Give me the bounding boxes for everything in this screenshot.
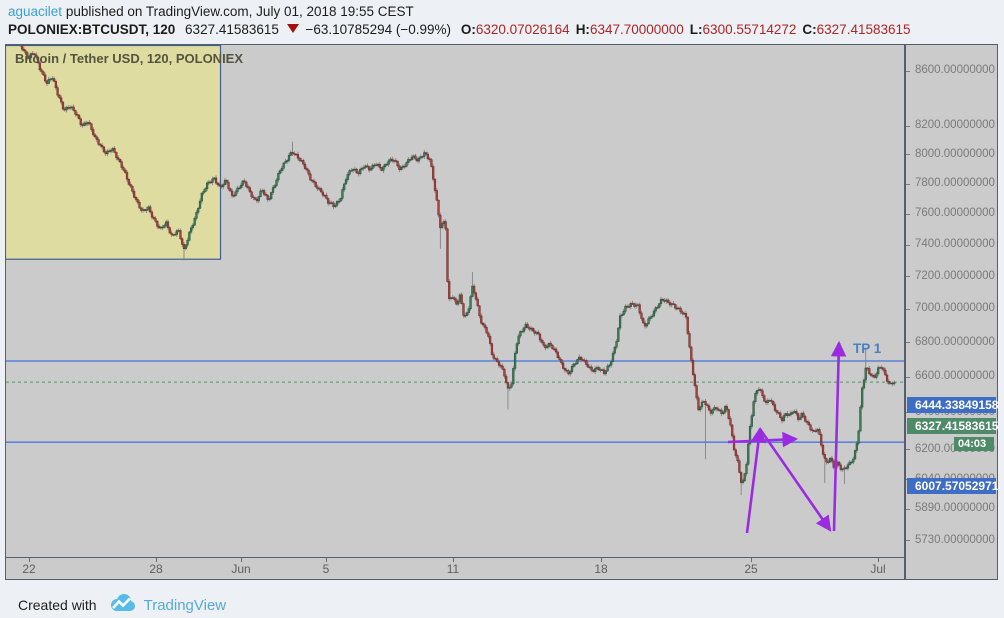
time-tick bbox=[878, 558, 879, 562]
price-axis-label: 7000.00000000 bbox=[915, 302, 995, 315]
ohlc-value-1: 6347.70000000 bbox=[589, 22, 684, 37]
candlestick-canvas: TP 1 bbox=[6, 45, 904, 534]
tradingview-logo-icon[interactable] bbox=[109, 593, 136, 617]
time-tick bbox=[241, 558, 242, 562]
time-axis[interactable]: 22 28 Jun 5 11 18 25 Jul bbox=[5, 558, 905, 580]
price-tick bbox=[906, 376, 910, 378]
time-tick bbox=[601, 558, 602, 562]
symbol-interval: POLONIEX:BTCUSDT, 120 bbox=[8, 22, 176, 37]
price-axis-label: 8600.00000000 bbox=[915, 64, 995, 77]
last-price: 6327.41583615 bbox=[185, 22, 279, 37]
last-price-badge: 6327.41583615 bbox=[907, 418, 998, 435]
bounce-up-arrow[interactable] bbox=[745, 426, 767, 534]
time-axis-label: 22 bbox=[22, 562, 36, 576]
price-tick bbox=[906, 70, 910, 72]
level-price-badge: 6007.57052971 bbox=[907, 478, 998, 495]
publish-text: published on TradingView.com, July 01, 2… bbox=[65, 4, 414, 19]
ohlc-label-0: O: bbox=[460, 22, 476, 37]
price-axis-label: 8200.00000000 bbox=[915, 119, 995, 132]
price-axis[interactable]: 8600.00000000 8200.00000000 8000.00000000 7… bbox=[905, 44, 998, 580]
price-tick bbox=[906, 213, 910, 215]
tradingview-brand-link[interactable]: TradingView bbox=[143, 596, 227, 614]
chart-legend: Bitcoin / Tether USD, 120, POLONIEX bbox=[15, 51, 244, 66]
price-tick bbox=[906, 342, 910, 344]
ohlc-row: O:6320.07026164 H:6347.70000000 L:6300.557… bbox=[455, 22, 911, 37]
publish-line: aguacilet published on TradingView.com, … bbox=[8, 3, 998, 21]
symbol-status-line: POLONIEX:BTCUSDT, 120 6327.41583615 −63.… bbox=[8, 21, 998, 39]
drop-down-arrow[interactable] bbox=[758, 428, 832, 532]
price-tick bbox=[906, 540, 910, 542]
tp1-annotation[interactable]: TP 1 bbox=[853, 341, 882, 356]
price-tick bbox=[906, 449, 910, 451]
time-tick bbox=[453, 558, 454, 562]
down-triangle-icon bbox=[286, 24, 299, 33]
time-axis-label: 25 bbox=[744, 562, 758, 576]
price-tick bbox=[906, 154, 910, 156]
time-tick bbox=[29, 558, 30, 562]
author-link[interactable]: aguacilet bbox=[8, 4, 63, 19]
ohlc-label-2: L: bbox=[689, 22, 703, 37]
time-axis-label: Jun bbox=[231, 562, 251, 576]
level-price-badge: 6444.33849158 bbox=[907, 397, 998, 413]
countdown-badge: 04:03 bbox=[954, 437, 994, 452]
footer: Created with TradingView bbox=[18, 592, 226, 618]
price-tick bbox=[906, 508, 910, 510]
time-tick bbox=[751, 558, 752, 562]
price-axis-label: 6800.00000000 bbox=[915, 335, 995, 348]
price-tick bbox=[906, 244, 910, 246]
target-up-arrow[interactable] bbox=[830, 340, 847, 532]
price-axis-label: 6600.00000000 bbox=[915, 370, 995, 383]
price-axis-label: 8000.00000000 bbox=[915, 147, 995, 160]
time-axis-label: Jul bbox=[870, 562, 886, 576]
time-axis-label: 18 bbox=[594, 562, 608, 576]
ohlc-value-2: 6300.55714272 bbox=[702, 22, 797, 37]
price-axis-label: 7400.00000000 bbox=[915, 238, 995, 250]
ohlc-value-0: 6320.07026164 bbox=[475, 22, 570, 37]
created-with-text: Created with bbox=[18, 597, 97, 613]
time-tick bbox=[326, 558, 327, 562]
price-axis-label: 5890.00000000 bbox=[915, 502, 995, 515]
price-tick bbox=[906, 276, 910, 278]
price-axis-label: 7200.00000000 bbox=[915, 269, 995, 282]
time-axis-label: 11 bbox=[446, 562, 460, 576]
snapshot-header: aguacilet published on TradingView.com, … bbox=[8, 3, 998, 39]
time-axis-label: 5 bbox=[322, 562, 330, 576]
candle-bodies bbox=[20, 45, 896, 483]
chart-plot-area[interactable]: TP 1 Bitcoin / Tether USD, 120, POLONIEX bbox=[5, 44, 905, 558]
price-axis-label: 5730.00000000 bbox=[915, 533, 995, 546]
ohlc-value-3: 6327.41583615 bbox=[816, 22, 911, 37]
price-tick bbox=[906, 183, 910, 185]
price-axis-label: 7600.00000000 bbox=[915, 207, 995, 220]
chart-widget: TP 1 Bitcoin / Tether USD, 120, POLONIEX… bbox=[5, 44, 998, 580]
highlight-region bbox=[6, 45, 222, 260]
ohlc-label-3: C: bbox=[802, 22, 817, 37]
time-axis-label: 28 bbox=[149, 562, 163, 576]
ohlc-label-1: H: bbox=[575, 22, 590, 37]
price-tick bbox=[906, 308, 910, 310]
price-tick bbox=[906, 125, 910, 127]
time-tick bbox=[156, 558, 157, 562]
price-axis-label: 7800.00000000 bbox=[915, 177, 995, 190]
change-text: −63.10785294 (−0.99%) bbox=[305, 22, 452, 37]
